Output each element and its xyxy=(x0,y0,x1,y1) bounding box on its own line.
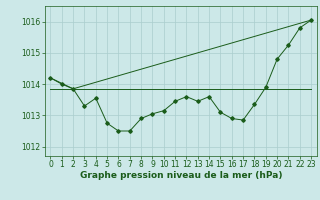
X-axis label: Graphe pression niveau de la mer (hPa): Graphe pression niveau de la mer (hPa) xyxy=(80,171,282,180)
